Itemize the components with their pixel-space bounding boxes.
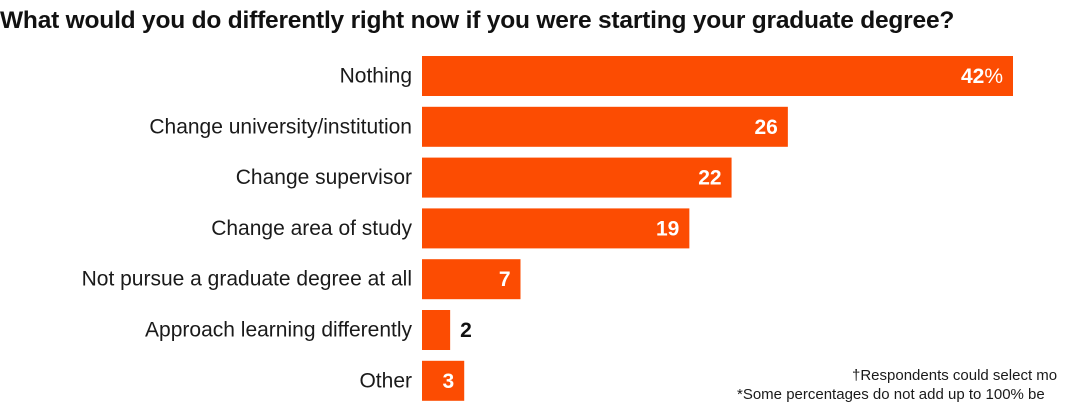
- value-label: 26: [754, 115, 777, 138]
- bar-group: Other 3: [359, 360, 465, 401]
- value-label: 42%: [961, 65, 1003, 88]
- bar: [422, 310, 451, 350]
- bar-group: Not pursue a graduate degree at all 7: [82, 259, 521, 300]
- bar: [422, 208, 690, 249]
- category-label: Change supervisor: [236, 166, 412, 189]
- bar: [422, 259, 521, 300]
- bar: [422, 157, 732, 198]
- category-label: Other: [359, 369, 412, 392]
- bar: [422, 360, 465, 401]
- footnote-percentages: *Some percentages do not add up to 100% …: [737, 386, 1045, 403]
- category-label: Change area of study: [211, 217, 412, 240]
- category-label: Not pursue a graduate degree at all: [82, 268, 412, 291]
- category-label: Change university/institution: [149, 115, 412, 138]
- value-label: 3: [443, 369, 455, 392]
- bar: [422, 106, 788, 147]
- value-label: 22: [698, 166, 721, 189]
- chart-title: What would you do differently right now …: [0, 7, 955, 34]
- value-label: 2: [460, 319, 472, 342]
- footnote-respondents: †Respondents could select mo: [852, 367, 1058, 384]
- bar-group: Nothing 42%: [340, 56, 1013, 96]
- bar-group: Change area of study 19: [211, 208, 690, 249]
- category-label: Approach learning differently: [145, 319, 412, 342]
- bar-group: Change supervisor 22: [236, 157, 732, 198]
- value-label: 19: [656, 217, 679, 240]
- bar: [422, 56, 1013, 96]
- value-label: 7: [499, 268, 511, 291]
- bar-group: Approach learning differently 2: [145, 310, 472, 350]
- category-label: Nothing: [340, 65, 412, 88]
- bar-group: Change university/institution 26: [149, 106, 788, 147]
